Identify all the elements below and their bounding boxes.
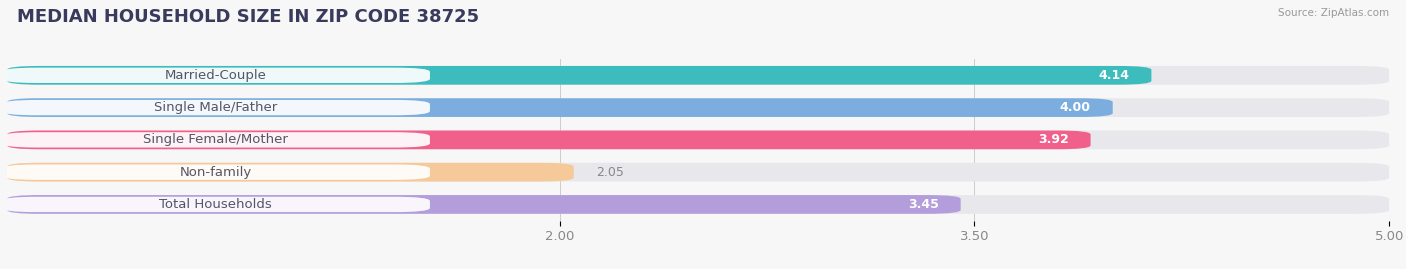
Text: Married-Couple: Married-Couple — [165, 69, 267, 82]
FancyBboxPatch shape — [7, 130, 1389, 149]
Text: Non-family: Non-family — [180, 166, 252, 179]
FancyBboxPatch shape — [7, 195, 960, 214]
FancyBboxPatch shape — [1, 132, 430, 148]
FancyBboxPatch shape — [7, 163, 574, 182]
FancyBboxPatch shape — [1, 164, 430, 180]
FancyBboxPatch shape — [7, 195, 1389, 214]
FancyBboxPatch shape — [7, 66, 1389, 85]
Text: Source: ZipAtlas.com: Source: ZipAtlas.com — [1278, 8, 1389, 18]
FancyBboxPatch shape — [1, 100, 430, 115]
Text: MEDIAN HOUSEHOLD SIZE IN ZIP CODE 38725: MEDIAN HOUSEHOLD SIZE IN ZIP CODE 38725 — [17, 8, 479, 26]
FancyBboxPatch shape — [1, 68, 430, 83]
Text: Single Female/Mother: Single Female/Mother — [143, 133, 288, 146]
Text: 4.00: 4.00 — [1060, 101, 1091, 114]
FancyBboxPatch shape — [1, 197, 430, 212]
FancyBboxPatch shape — [7, 130, 1091, 149]
FancyBboxPatch shape — [7, 98, 1112, 117]
Text: 3.92: 3.92 — [1038, 133, 1069, 146]
Text: Total Households: Total Households — [159, 198, 273, 211]
FancyBboxPatch shape — [7, 66, 1152, 85]
FancyBboxPatch shape — [7, 98, 1389, 117]
Text: 3.45: 3.45 — [908, 198, 939, 211]
FancyBboxPatch shape — [7, 163, 1389, 182]
Text: 2.05: 2.05 — [596, 166, 624, 179]
Text: Single Male/Father: Single Male/Father — [155, 101, 277, 114]
Text: 4.14: 4.14 — [1098, 69, 1129, 82]
